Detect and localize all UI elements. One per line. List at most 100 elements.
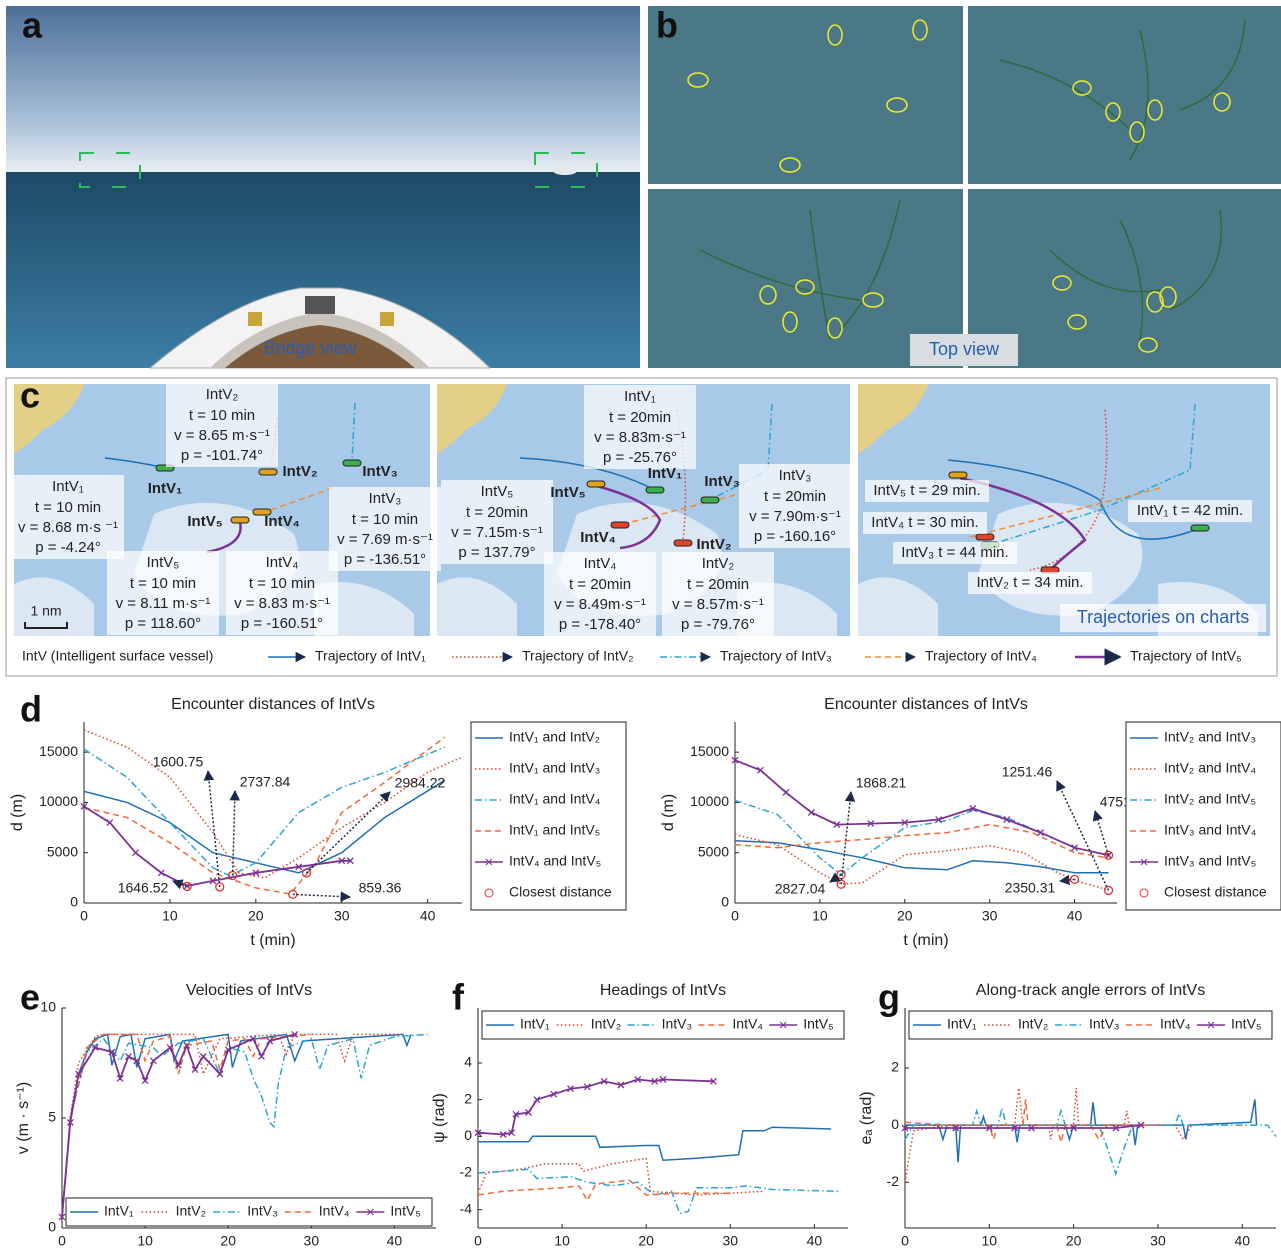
- x-tick-label: 0: [474, 1233, 482, 1249]
- map-caption: Trajectories on charts: [1077, 607, 1249, 627]
- chart-title: Encounter distances of IntVs: [171, 696, 375, 713]
- info-text: IntV₅: [147, 554, 180, 571]
- series-line: [905, 1099, 1158, 1142]
- marker: [200, 1053, 206, 1059]
- info-text: v = 8.83m·s⁻¹: [594, 429, 686, 446]
- info-text: p = 137.79°: [458, 544, 535, 561]
- info-text: t = 20min: [609, 409, 671, 426]
- info-text: v = 8.65 m·s⁻¹: [174, 427, 270, 444]
- x-tick-label: 10: [137, 1233, 153, 1249]
- panel-b-caption: Top view: [929, 339, 1000, 359]
- legend-text: IntV₅: [1231, 1016, 1262, 1032]
- vessel-label: IntV₃ t = 44 min.: [901, 544, 1008, 561]
- chart-title: Along-track angle errors of IntVs: [976, 982, 1205, 999]
- marker: [808, 810, 814, 816]
- series-line: [905, 1108, 1276, 1174]
- y-tick-label: 2: [891, 1059, 899, 1075]
- x-tick-label: 40: [387, 1233, 403, 1249]
- series-line: [735, 760, 1109, 855]
- y-tick-label: 15000: [690, 743, 729, 759]
- info-text: IntV₃: [369, 490, 402, 507]
- vessel-label: IntV₂: [283, 463, 318, 480]
- series-line: [478, 1127, 831, 1160]
- x-tick-label: 10: [812, 908, 828, 924]
- legend-text: IntV₄: [732, 1016, 763, 1032]
- x-tick-label: 30: [304, 1233, 320, 1249]
- data-label: 2827.04: [775, 881, 826, 897]
- info-text: t = 10 min: [249, 575, 315, 592]
- scale-label: 1 nm: [30, 603, 61, 619]
- panel-a-caption: Bridge view: [263, 338, 357, 358]
- legend-text: IntV₄: [319, 1203, 350, 1219]
- info-text: v = 7.15m·s⁻¹: [451, 524, 543, 541]
- legend-box: [471, 722, 626, 910]
- info-text: p = -136.51°: [344, 551, 426, 568]
- info-text: v = 8.83 m·s⁻¹: [234, 595, 330, 612]
- vessel-icon: [231, 517, 249, 523]
- series-line: [62, 1034, 295, 1217]
- info-text: IntV₂: [206, 386, 239, 403]
- panel-label: c: [20, 375, 40, 416]
- info-text: v = 8.68 m·s ⁻¹: [18, 519, 118, 536]
- legend-text: IntV₄: [1160, 1016, 1191, 1032]
- legend-text: Trajectory of IntV₄: [925, 648, 1037, 664]
- top-view-image: [648, 6, 1281, 368]
- legend-box: [1126, 722, 1281, 910]
- panel-label: f: [452, 977, 465, 1018]
- info-text: IntV₃: [779, 467, 812, 484]
- vessel-icon: [1191, 525, 1209, 531]
- legend-text: IntV₂ and IntV₄: [1164, 760, 1256, 776]
- legend-note: IntV (Intelligent surface vessel): [22, 648, 213, 664]
- x-tick-label: 20: [897, 908, 913, 924]
- info-text: t = 20min: [687, 576, 749, 593]
- vessel-icon: [259, 469, 277, 475]
- info-text: IntV₅: [481, 483, 514, 500]
- series-line: [735, 841, 1109, 873]
- legend-text: IntV₂ and IntV₅: [1164, 791, 1256, 807]
- info-text: IntV₁: [52, 478, 84, 495]
- series-line: [62, 1034, 428, 1217]
- x-tick-label: 30: [982, 908, 998, 924]
- x-tick-label: 30: [334, 908, 350, 924]
- y-tick-label: 5000: [47, 843, 78, 859]
- y-tick-label: 0: [891, 1116, 899, 1132]
- info-text: IntV₂: [702, 555, 735, 572]
- y-tick-label: 10000: [39, 793, 78, 809]
- x-tick-label: 0: [731, 908, 739, 924]
- vessel-label: IntV₅: [550, 484, 585, 501]
- y-tick-label: -2: [887, 1173, 900, 1189]
- vessel-label: IntV₄: [580, 529, 615, 546]
- y-axis-label: d (m): [9, 794, 26, 831]
- y-tick-label: 5: [48, 1109, 56, 1125]
- legend-text: IntV₄ and IntV₅: [509, 853, 601, 869]
- chart-title: Headings of IntVs: [600, 982, 726, 999]
- info-text: t = 20min: [569, 576, 631, 593]
- bridge-view-image: [6, 6, 640, 368]
- x-tick-label: 20: [248, 908, 264, 924]
- series-line: [84, 780, 445, 873]
- info-text: v = 7.90m·s⁻¹: [749, 508, 841, 525]
- legend-text: IntV₁ and IntV₅: [509, 822, 600, 838]
- vessel-icon: [611, 522, 629, 528]
- vessel-icon: [976, 534, 994, 540]
- y-tick-label: 0: [48, 1219, 56, 1235]
- vessel-icon: [701, 497, 719, 503]
- y-tick-label: 0: [464, 1127, 472, 1143]
- data-label: 859.36: [359, 880, 402, 896]
- legend-text: IntV₃: [247, 1203, 278, 1219]
- legend-text: IntV₂: [1018, 1016, 1048, 1032]
- vessel-icon: [587, 481, 605, 487]
- x-tick-label: 10: [554, 1233, 570, 1249]
- legend-text: IntV₂: [176, 1203, 206, 1219]
- legend-text: Trajectory of IntV₂: [522, 648, 634, 664]
- vessel-label: IntV₁: [148, 480, 183, 497]
- vessel-icon: [343, 460, 361, 466]
- y-tick-label: 15000: [39, 743, 78, 759]
- legend-text: Trajectory of IntV₅: [1130, 648, 1242, 664]
- panel-label: g: [878, 977, 900, 1018]
- info-text: v = 8.57m·s⁻¹: [672, 596, 764, 613]
- info-text: v = 8.11 m·s⁻¹: [116, 595, 211, 612]
- info-text: v = 7.69 m·s⁻¹: [337, 531, 433, 548]
- x-tick-label: 0: [80, 908, 88, 924]
- vessel-label: IntV₃: [362, 463, 397, 480]
